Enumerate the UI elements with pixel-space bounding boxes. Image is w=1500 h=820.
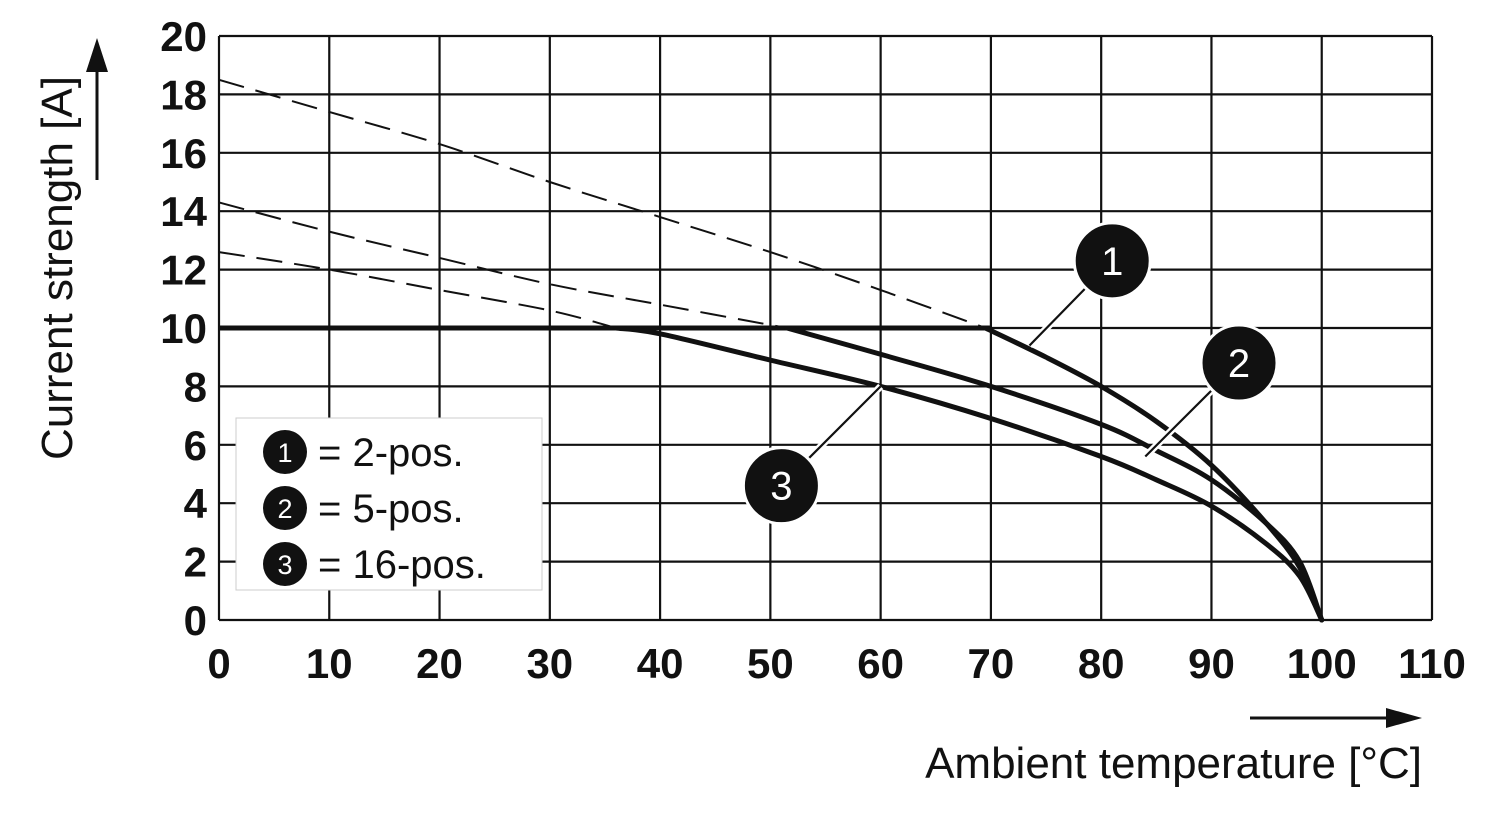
curves	[219, 325, 1325, 623]
legend-entry-label: = 5-pos.	[318, 487, 464, 531]
x-tick-label: 100	[1287, 640, 1357, 687]
dashed-extension-3	[218, 251, 617, 329]
legend-marker-icon	[263, 486, 307, 530]
callout-number: 2	[1228, 342, 1250, 386]
y-tick-label: 18	[160, 71, 207, 118]
y-tick-label: 16	[160, 130, 207, 177]
callout-marker-1	[1072, 221, 1152, 301]
dashed-extension-2	[218, 201, 788, 329]
dashed-extension-1	[218, 78, 986, 329]
legend: 1 = 2-pos. 2 = 5-pos. 3 = 16-pos.	[235, 417, 543, 591]
y-tick-label: 12	[160, 247, 207, 294]
y-tick-label: 4	[184, 480, 208, 527]
tick-labels: 0 10 20 30 40 50 60 70 80 90 100 110024681012141618…	[160, 13, 1466, 687]
y-tick-label: 20	[160, 13, 207, 60]
x-tick-label: 60	[857, 640, 904, 687]
x-tick-label: 80	[1078, 640, 1125, 687]
callout-marker-3	[741, 446, 821, 526]
callout-number: 1	[1101, 240, 1123, 284]
y-tick-label: 2	[184, 539, 207, 586]
x-tick-label: 40	[637, 640, 684, 687]
callout-marker-2	[1199, 323, 1279, 403]
x-tick-label: 10	[306, 640, 353, 687]
y-tick-label: 6	[184, 422, 207, 469]
y-tick-label: 8	[184, 363, 207, 410]
legend-marker-number: 1	[277, 438, 292, 468]
curve-1	[982, 325, 1325, 623]
y-axis-arrow-icon	[86, 38, 108, 72]
legend-entry-label: = 2-pos.	[318, 431, 464, 475]
callouts: 1 2 3	[741, 221, 1279, 526]
y-tick-label: 10	[160, 305, 207, 352]
x-tick-label: 30	[526, 640, 573, 687]
y-tick-label: 14	[160, 188, 207, 235]
y-axis-title: Current strength [A]	[33, 76, 82, 460]
x-tick-label: 50	[747, 640, 794, 687]
legend-entry-label: = 16-pos.	[318, 543, 486, 587]
legend-marker-icon	[263, 542, 307, 586]
callout-number: 3	[770, 465, 792, 509]
legend-marker-number: 3	[277, 550, 292, 580]
x-axis-title: Ambient temperature [°C]	[925, 739, 1422, 788]
y-tick-label: 0	[184, 597, 207, 644]
legend-marker-number: 2	[277, 494, 292, 524]
y-axis-title-group: Current strength [A]	[33, 38, 108, 460]
legend-marker-icon	[263, 430, 307, 474]
x-tick-label: 90	[1188, 640, 1235, 687]
curve-2	[784, 325, 1325, 623]
x-axis-arrow-icon	[1386, 708, 1422, 728]
x-tick-label: 70	[968, 640, 1015, 687]
x-axis-title-group: Ambient temperature [°C]	[925, 708, 1422, 788]
x-tick-label: 110	[1398, 640, 1466, 687]
curve-3	[613, 325, 1325, 623]
x-tick-label: 20	[416, 640, 463, 687]
dashed-extensions	[218, 78, 986, 329]
x-tick-label: 0	[207, 640, 230, 687]
